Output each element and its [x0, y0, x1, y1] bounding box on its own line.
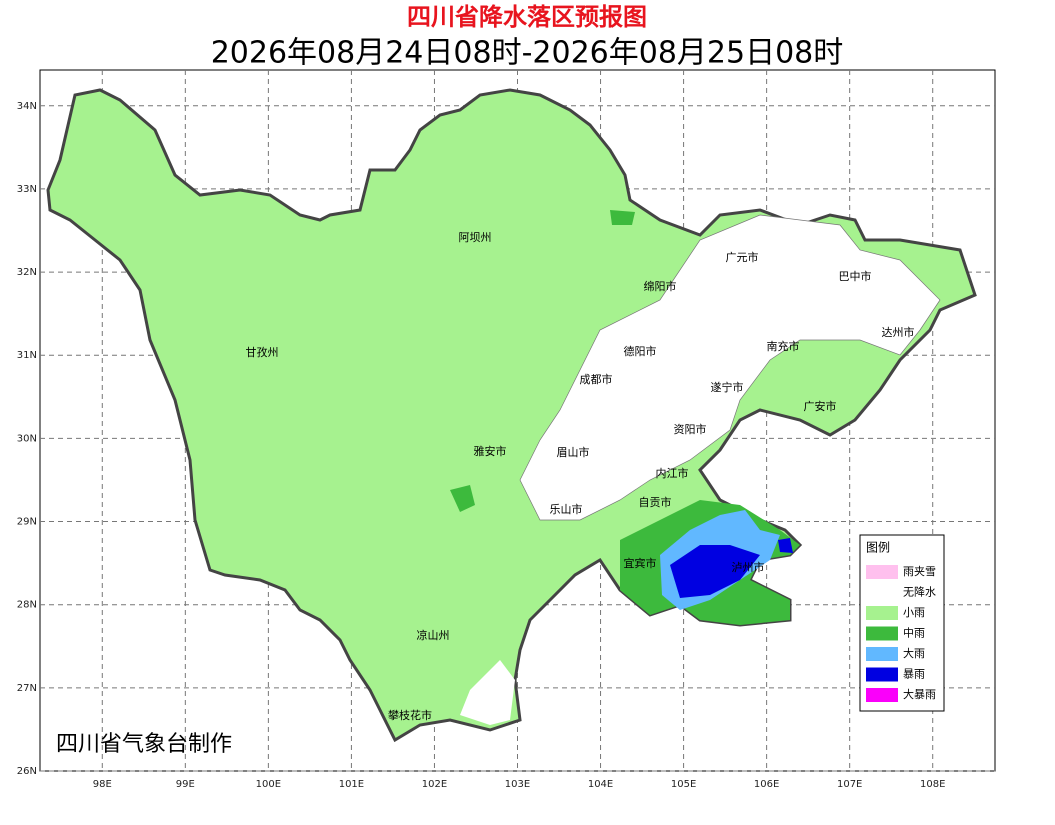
city-label: 成都市 [580, 372, 613, 386]
legend-swatch [866, 606, 898, 620]
lat-tick-label: 34N [17, 101, 37, 112]
legend-label: 大暴雨 [903, 687, 936, 701]
city-label: 广安市 [804, 399, 837, 413]
lat-tick-label: 29N [17, 517, 37, 528]
legend-label: 雨夹雪 [903, 565, 936, 578]
legend-swatch [866, 647, 898, 661]
city-label: 甘孜州 [246, 345, 279, 359]
city-label: 宜宾市 [624, 556, 657, 570]
subtitle: 2026年08月24日08时-2026年08月25日08时 [211, 36, 844, 71]
legend-label: 小雨 [903, 606, 925, 619]
lat-tick-label: 30N [17, 433, 37, 444]
legend-label: 大雨 [903, 646, 925, 660]
city-label: 德阳市 [624, 344, 657, 358]
credit: 四川省气象台制作 [56, 732, 232, 757]
lon-tick-label: 99E [176, 779, 195, 790]
city-label: 遂宁市 [711, 380, 744, 394]
lon-tick-label: 103E [505, 779, 530, 790]
rainstorm-area [778, 538, 793, 553]
lon-tick-label: 102E [422, 779, 447, 790]
legend-swatch [866, 667, 898, 682]
lon-tick-label: 100E [256, 779, 281, 790]
legend-label: 中雨 [903, 627, 925, 640]
city-label: 巴中市 [839, 269, 872, 283]
city-label: 攀枝花市 [388, 708, 432, 722]
city-label: 资阳市 [674, 422, 707, 436]
city-label: 内江市 [656, 466, 689, 480]
legend-swatch [866, 565, 898, 579]
lat-tick-label: 32N [17, 267, 37, 278]
legend-title: 图例 [866, 541, 890, 555]
lat-tick-label: 31N [17, 350, 37, 361]
city-label: 泸州市 [732, 560, 765, 574]
legend-swatch [866, 585, 898, 600]
legend-box [859, 534, 945, 712]
lat-tick-label: 28N [17, 600, 37, 611]
city-label: 南充市 [767, 339, 800, 353]
city-label: 达州市 [882, 325, 915, 339]
city-label: 自贡市 [639, 495, 672, 509]
city-label: 眉山市 [557, 445, 590, 459]
legend-swatch [866, 688, 898, 702]
legend-label: 暴雨 [903, 668, 925, 681]
city-label: 乐山市 [550, 502, 583, 516]
lat-tick-label: 26N [17, 766, 37, 777]
lon-tick-label: 107E [837, 779, 862, 790]
lon-tick-label: 101E [339, 779, 364, 790]
lon-tick-label: 98E [93, 779, 112, 790]
no-rain-area [460, 660, 515, 725]
lon-tick-label: 105E [671, 779, 696, 790]
city-label: 广元市 [726, 250, 759, 264]
city-label: 凉山州 [417, 628, 450, 642]
legend-label: 无降水 [903, 585, 936, 599]
moderate-rain-area [610, 210, 635, 225]
lon-tick-label: 108E [920, 779, 945, 790]
legend-swatch [866, 626, 898, 641]
lat-tick-label: 33N [17, 184, 37, 195]
lon-tick-label: 104E [588, 779, 613, 790]
no-rain-area [519, 214, 941, 521]
title: 四川省降水落区预报图 [407, 3, 647, 31]
lon-tick-label: 106E [754, 779, 779, 790]
rainstorm-area [670, 545, 760, 598]
moderate-rain-area [450, 485, 475, 512]
city-label: 绵阳市 [644, 279, 677, 293]
lat-tick-label: 27N [17, 683, 37, 694]
city-label: 阿坝州 [459, 230, 492, 244]
city-label: 雅安市 [474, 444, 507, 458]
